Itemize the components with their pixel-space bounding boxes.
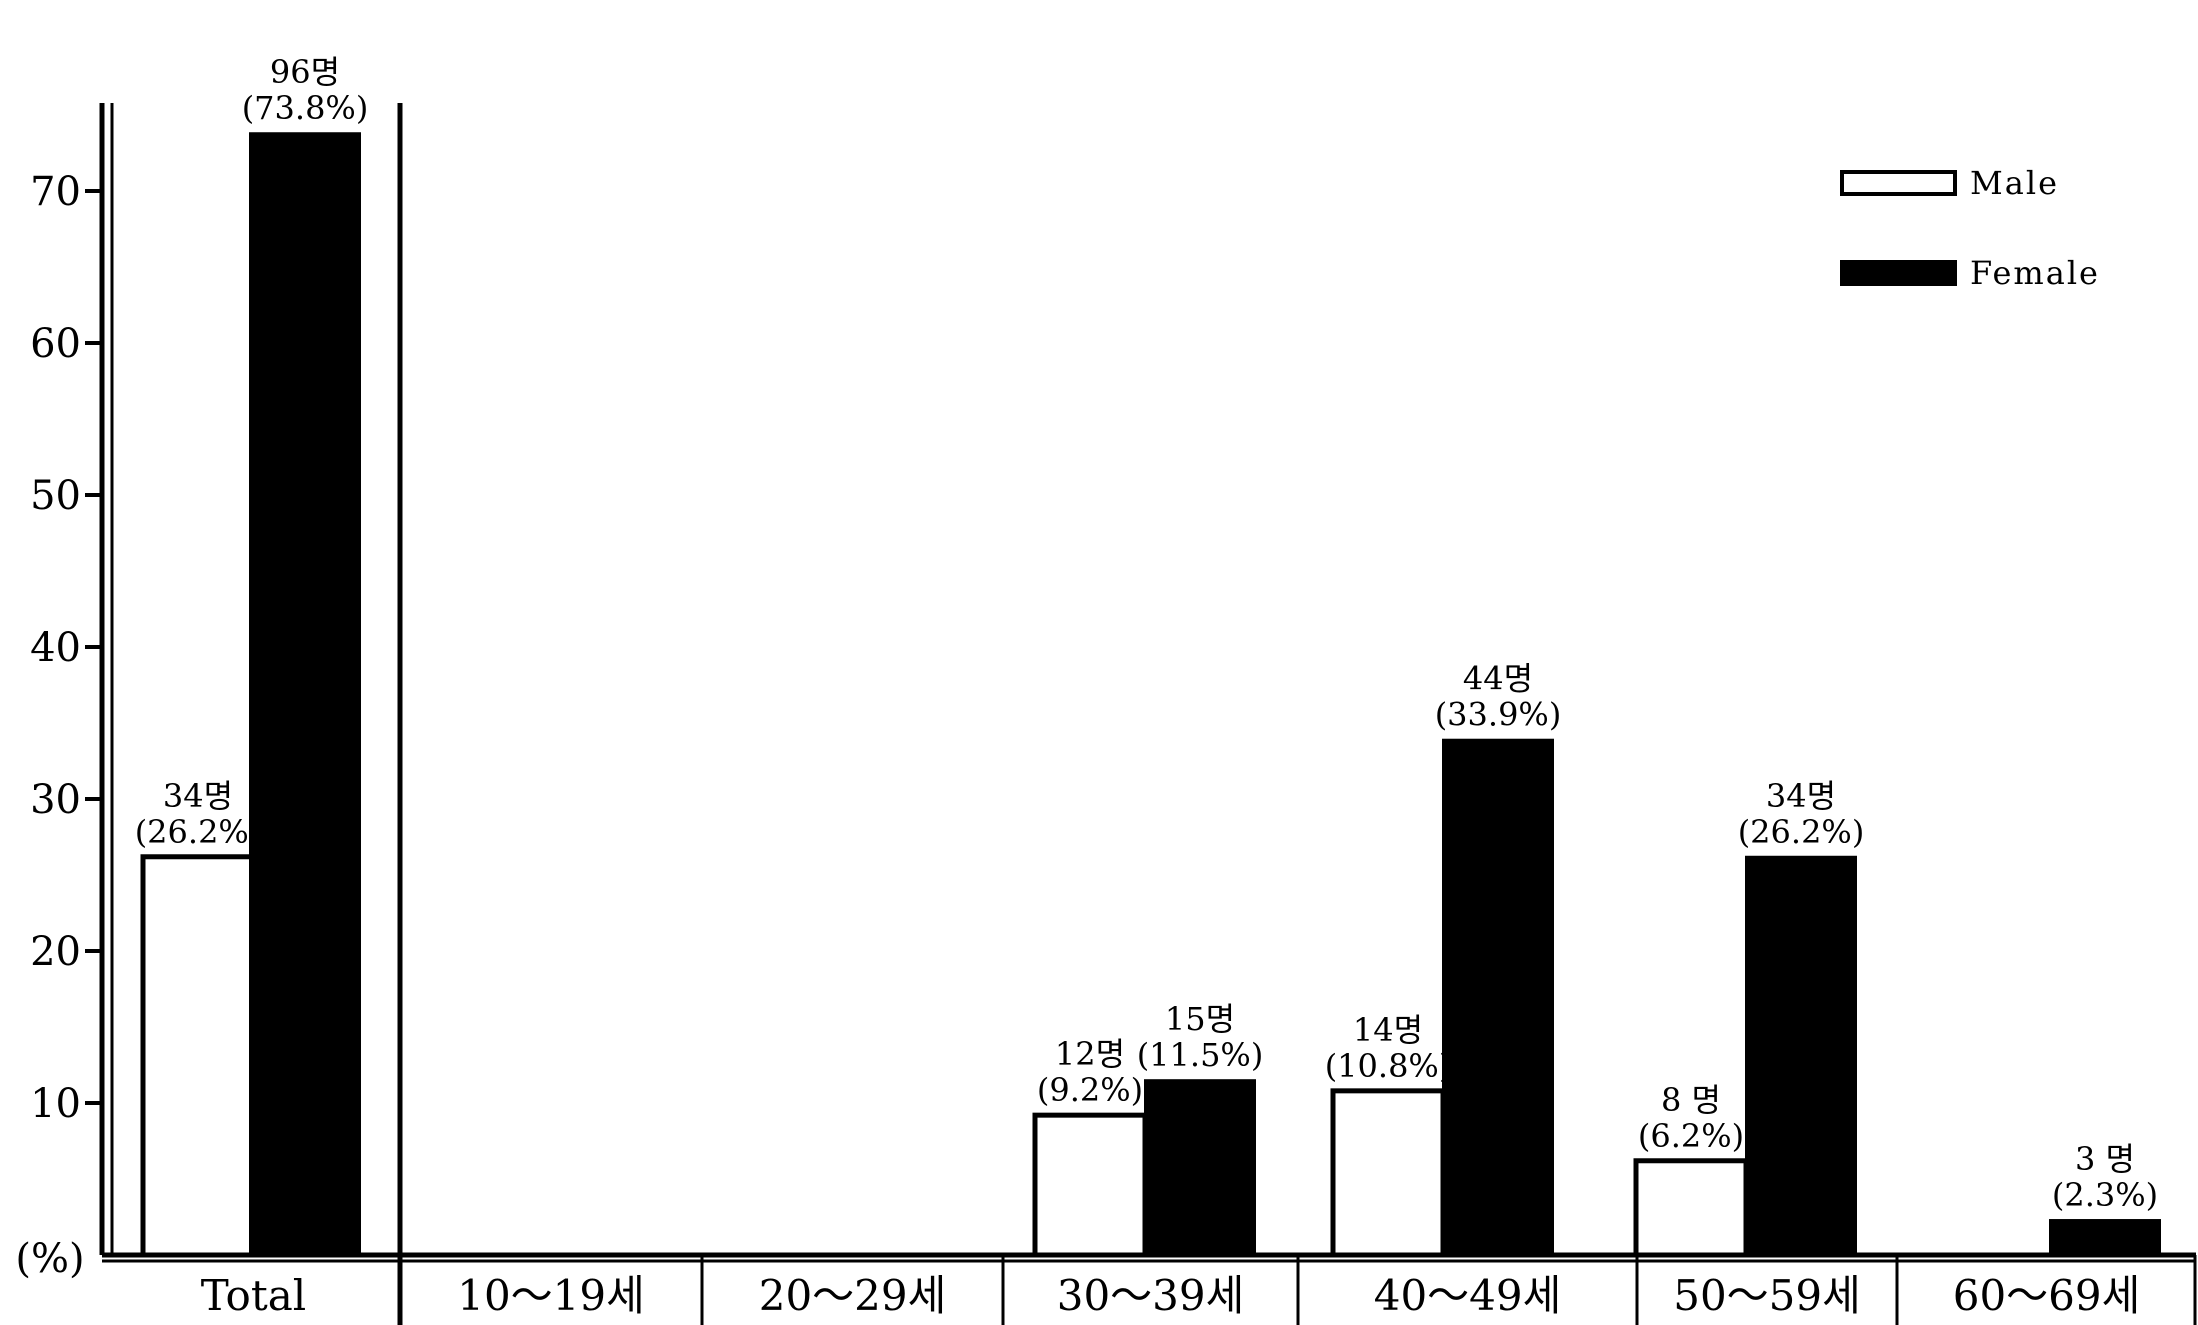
male-legend-label: Male [1970,164,2059,202]
data-label: 15명 (11.5%) [1137,1000,1264,1074]
y-tick-label: 20 [30,929,81,975]
category-label: 60～69세 [1953,1271,2141,1320]
female-bar [1745,855,1857,1256]
y-tick-label: 30 [30,777,81,823]
y-tick-label: 60 [30,321,81,367]
data-label: 3 명 (2.3%) [2052,1140,2158,1214]
male-legend-swatch [1840,170,1957,196]
female-legend-label: Female [1970,254,2100,292]
female-bar [249,132,361,1257]
category-label: 40～49세 [1374,1271,1562,1320]
category-label: 50～59세 [1673,1271,1861,1320]
category-label: 30～39세 [1057,1271,1245,1320]
category-label: 10～19세 [457,1271,645,1320]
female-bar [2049,1219,2161,1257]
data-label: 14명 (10.8%) [1325,1011,1452,1085]
category-label: 20～29세 [759,1271,947,1320]
y-tick-label: 50 [30,473,81,519]
chart-data-labels: 34명 (26.2%) 12명 (9.2%) 14명 (10.8%) 8 명 (6.2%) 96… [135,53,2158,1214]
category-axis: Total 10～19세 20～29세 30～39세 40～49세 50～59세 60～69… [201,1255,2140,1325]
chart-bars [140,132,2161,1258]
y-axis-ticks: 10 20 30 40 50 60 70 [30,169,102,1127]
data-label: 34명 (26.2%) [135,777,262,851]
male-bar [140,854,256,1258]
y-axis-unit-label: (%) [15,1236,84,1282]
male-bar [1032,1112,1148,1258]
male-bar [1633,1158,1749,1258]
male-bar [1330,1088,1446,1258]
data-label: 8 명 (6.2%) [1638,1081,1744,1155]
y-tick-label: 10 [30,1081,81,1127]
data-label: 44명 (33.9%) [1435,660,1562,734]
chart-legend: Male Female [1840,164,2100,292]
data-label: 96명 (73.8%) [242,53,369,127]
y-tick-label: 70 [30,169,81,215]
data-label: 34명 (26.2%) [1738,777,1865,851]
female-legend-swatch [1840,260,1957,286]
female-bar [1442,738,1554,1256]
female-bar [1144,1079,1256,1256]
category-label: Total [201,1271,306,1320]
data-label: 12명 (9.2%) [1037,1035,1143,1109]
y-tick-label: 40 [30,625,81,671]
